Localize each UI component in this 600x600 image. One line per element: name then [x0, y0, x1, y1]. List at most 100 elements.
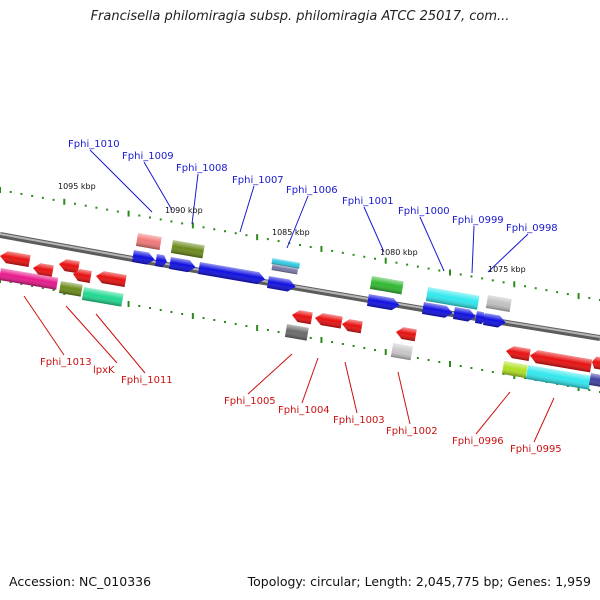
gene-label-lower: Fphi_1011 — [121, 375, 173, 386]
map-title: Francisella philomiragia subsp. philomir… — [90, 9, 510, 24]
gene-arrow — [73, 269, 92, 283]
major-tick — [127, 301, 130, 307]
gene-arrow — [485, 295, 512, 312]
minor-tick — [31, 194, 34, 197]
gene-arrow — [501, 361, 528, 378]
minor-tick — [406, 263, 409, 266]
leader-line — [65, 305, 118, 364]
major-tick — [320, 245, 323, 252]
minor-tick — [213, 319, 216, 321]
major-tick — [384, 257, 387, 264]
minor-tick — [9, 190, 12, 193]
major-tick — [577, 385, 580, 391]
leader-line — [344, 361, 358, 414]
major-tick — [384, 349, 387, 355]
gene-arrow — [197, 262, 266, 285]
major-tick — [191, 222, 194, 229]
major-tick — [191, 313, 194, 319]
minor-tick — [491, 371, 494, 373]
minor-tick — [138, 214, 141, 217]
minor-tick — [159, 218, 162, 221]
gene-arrow — [0, 268, 59, 290]
gene-label-lower: Fphi_1013 — [40, 357, 92, 368]
kbp-marker-label: 1095 kbp — [58, 182, 96, 191]
kbp-marker-label: 1085 kbp — [272, 228, 310, 237]
minor-tick — [299, 244, 301, 246]
minor-tick — [331, 341, 334, 343]
minor-tick — [181, 222, 184, 225]
minor-tick — [41, 196, 44, 199]
minor-tick — [170, 220, 173, 223]
minor-tick — [84, 204, 87, 207]
leader-line — [247, 353, 293, 395]
minor-tick — [481, 369, 484, 371]
gene-arrow — [342, 319, 363, 334]
gene-label-upper: Fphi_0998 — [506, 223, 558, 234]
gene-arrow — [266, 276, 296, 292]
gene-arrow — [271, 264, 299, 275]
gene-label-upper: Fphi_1007 — [232, 175, 284, 186]
major-tick — [449, 269, 451, 276]
minor-tick — [363, 347, 366, 349]
minor-tick — [181, 313, 184, 315]
gene-arrow — [525, 365, 592, 390]
minor-tick — [234, 232, 237, 235]
minor-tick — [534, 287, 537, 290]
minor-tick — [341, 251, 344, 254]
gene-arrow — [421, 302, 453, 318]
gene-arrow — [588, 373, 600, 387]
minor-tick — [266, 238, 269, 241]
minor-tick — [481, 277, 484, 280]
minor-tick — [31, 285, 34, 287]
leader-line — [239, 185, 255, 233]
minor-tick — [234, 323, 237, 325]
kbp-marker-label: 1075 kbp — [488, 265, 526, 274]
gene-arrow — [366, 294, 400, 311]
leader-line — [143, 161, 173, 211]
gene-label-lower: Fphi_1003 — [333, 415, 385, 426]
gene-label-upper: Fphi_1009 — [122, 151, 174, 162]
major-tick — [256, 234, 259, 241]
gene-arrow — [0, 251, 31, 267]
minor-tick — [331, 249, 334, 252]
minor-tick — [470, 367, 473, 369]
minor-tick — [524, 285, 526, 288]
major-tick — [256, 325, 259, 331]
minor-tick — [277, 331, 280, 333]
minor-tick — [52, 198, 55, 201]
minor-tick — [427, 359, 430, 361]
minor-tick — [309, 337, 312, 339]
gene-label-upper: Fphi_1001 — [342, 196, 394, 207]
gene-arrow — [271, 258, 301, 269]
minor-tick — [427, 267, 430, 270]
minor-tick — [149, 307, 151, 309]
gene-arrow — [154, 254, 167, 268]
minor-tick — [213, 228, 216, 231]
gene-arrow — [135, 233, 162, 250]
minor-tick — [309, 245, 312, 248]
minor-tick — [459, 273, 462, 276]
leader-line — [301, 357, 319, 404]
gene-arrow — [131, 250, 155, 265]
minor-tick — [352, 253, 355, 256]
minor-tick — [277, 240, 280, 243]
minor-tick — [52, 289, 55, 291]
gene-arrow — [390, 343, 413, 361]
kbp-markers: 1095 kbp 1090 kbp 1085 kbp 1080 kbp 1075 kbp — [58, 182, 526, 274]
kbp-marker-label: 1080 kbp — [380, 248, 418, 257]
minor-tick — [245, 325, 248, 327]
gene-label-upper: Fphi_1010 — [68, 139, 120, 150]
gene-label-lower: Fphi_1004 — [278, 405, 330, 416]
gene-arrow — [506, 346, 531, 361]
gene-arrow — [292, 310, 313, 325]
minor-tick — [9, 281, 12, 283]
leader-line — [487, 233, 529, 273]
minor-tick — [545, 289, 548, 292]
major-tick — [320, 337, 323, 343]
gene-arrow — [425, 287, 480, 310]
gene-arrow — [396, 327, 417, 342]
kbp-marker-label: 1090 kbp — [165, 206, 203, 215]
leader-line — [286, 195, 309, 249]
minor-tick — [588, 297, 591, 300]
minor-tick — [224, 321, 226, 323]
